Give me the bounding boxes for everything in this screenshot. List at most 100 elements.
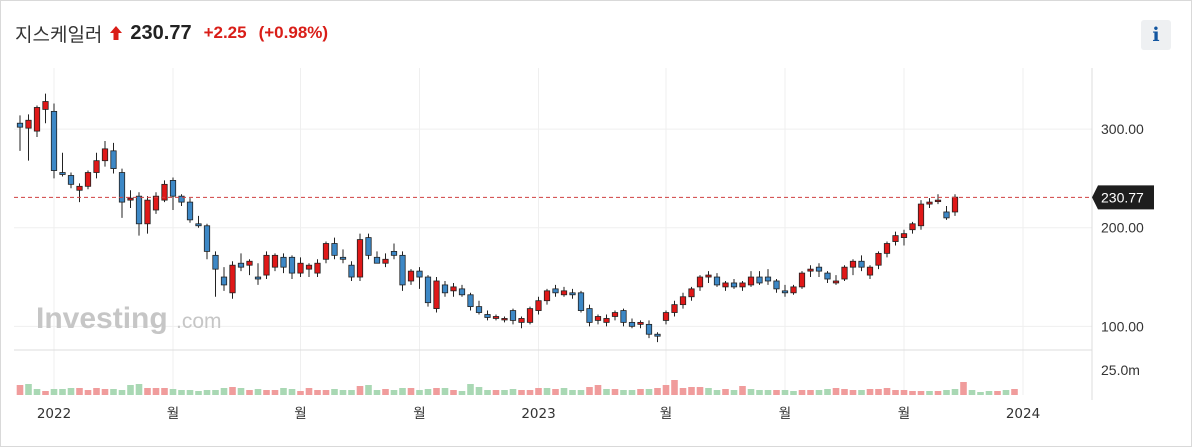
- price-axis: 300.00 200.00 100.00: [1101, 121, 1144, 334]
- volume-bar: [365, 385, 372, 395]
- volume-bar: [237, 388, 245, 395]
- candle-body: [25, 119, 32, 129]
- candle: [169, 177, 177, 210]
- candle-body: [144, 199, 151, 225]
- volume-bar: [169, 389, 177, 395]
- volume-bar: [951, 389, 959, 395]
- candle-body: [526, 308, 534, 323]
- candle-body: [807, 268, 814, 272]
- volume-bar: [390, 390, 398, 395]
- volume-bar: [756, 390, 763, 395]
- candle-body: [212, 254, 219, 270]
- candle: [42, 93, 49, 124]
- volume-bar: [671, 380, 678, 395]
- candle-body: [688, 288, 695, 298]
- volume-bar: [67, 388, 75, 395]
- candle: [892, 231, 899, 246]
- volume-bar: [127, 385, 134, 395]
- candle-body: [611, 312, 619, 317]
- volume-bar: [1011, 389, 1018, 395]
- candle-body: [815, 266, 823, 272]
- candle-body: [458, 288, 466, 296]
- candle: [543, 288, 551, 305]
- volume-bar: [849, 390, 857, 395]
- candle: [722, 280, 729, 291]
- volume-bar: [722, 389, 729, 395]
- candle: [365, 233, 372, 260]
- candle-body: [297, 262, 304, 274]
- candle: [739, 280, 746, 291]
- candle: [909, 221, 916, 234]
- candle-body: [288, 256, 296, 274]
- volume-bar: [76, 388, 83, 395]
- candle-body: [679, 296, 687, 306]
- candle-body: [399, 254, 406, 286]
- volume-bar: [501, 390, 508, 395]
- candle: [84, 170, 92, 190]
- last-price-marker: 230.77: [14, 185, 1154, 210]
- candle: [178, 194, 185, 207]
- candle: [382, 253, 389, 268]
- info-button[interactable]: i: [1141, 20, 1171, 50]
- candle-body: [76, 185, 83, 191]
- candle: [407, 269, 415, 285]
- volume-bar: [773, 390, 780, 395]
- volume-bar: [407, 388, 415, 395]
- volume-bar: [271, 390, 279, 395]
- candle: [586, 304, 593, 327]
- candle-body: [67, 175, 75, 185]
- volume-bar: [458, 391, 466, 395]
- volume-bar: [424, 389, 432, 395]
- candle-body: [492, 316, 500, 319]
- candle-body: [101, 148, 109, 162]
- volume-bar: [628, 390, 636, 395]
- candle: [841, 265, 848, 281]
- candle: [220, 267, 228, 291]
- candle: [934, 194, 942, 205]
- candle-body: [866, 266, 874, 276]
- volume-bar: [841, 389, 848, 395]
- candle: [637, 320, 644, 329]
- volume-bar: [288, 389, 296, 395]
- candle-body: [263, 254, 270, 276]
- candle-body: [756, 276, 763, 284]
- candle: [297, 257, 304, 278]
- volume-bars: [16, 380, 1018, 395]
- volume-bar: [297, 391, 304, 395]
- candle: [764, 269, 772, 285]
- candle: [620, 308, 627, 327]
- candle: [679, 292, 687, 309]
- candle: [135, 192, 143, 236]
- candle: [212, 251, 219, 297]
- volume-bar: [679, 388, 687, 395]
- volume-bar: [518, 390, 525, 395]
- candle: [484, 310, 491, 321]
- volume-bar: [348, 390, 355, 395]
- candle-body: [722, 282, 729, 288]
- candle: [849, 259, 857, 276]
- volume-bar: [314, 390, 321, 395]
- candle: [526, 306, 534, 325]
- candle-body: [118, 172, 126, 203]
- candle-body: [535, 300, 542, 311]
- candle: [883, 241, 891, 258]
- candle-body: [764, 276, 772, 282]
- volume-bar: [662, 385, 670, 395]
- candle-body: [662, 312, 670, 321]
- candle-body: [373, 256, 381, 264]
- candle: [76, 183, 83, 203]
- volume-bar: [84, 390, 92, 395]
- volume-axis: 25.0m: [1101, 362, 1140, 378]
- volume-bar: [220, 388, 228, 395]
- candle: [662, 310, 670, 325]
- volume-bar: [322, 390, 330, 395]
- candle: [280, 253, 287, 274]
- candle: [654, 332, 661, 343]
- candle: [356, 233, 364, 281]
- volume-bar: [858, 390, 865, 395]
- volume-bar: [467, 384, 474, 395]
- volume-bar: [229, 387, 236, 395]
- price-tick-label: 200.00: [1101, 220, 1144, 236]
- candle: [288, 255, 296, 280]
